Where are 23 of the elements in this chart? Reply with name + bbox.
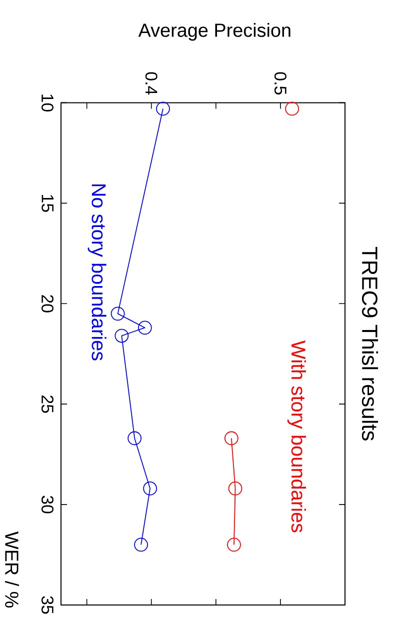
point — [128, 431, 142, 446]
y-tick-label: 25 — [41, 396, 54, 413]
point — [224, 431, 238, 446]
point — [285, 102, 300, 116]
x-tick-label: 0.5 — [274, 72, 286, 94]
point — [156, 102, 170, 116]
y-tick-label: 35 — [41, 596, 54, 614]
y-tick-label: 30 — [41, 496, 54, 514]
x-axis-title: Average Precision — [138, 23, 290, 41]
y-tick-label: 20 — [41, 295, 54, 312]
point — [227, 538, 241, 552]
point — [138, 320, 152, 335]
text: With story boundaries — [287, 340, 306, 532]
y-tick-label: 10 — [41, 94, 54, 112]
x-tick-label: 0.4 — [145, 72, 158, 95]
y-axis-title: WER / % — [5, 532, 19, 608]
text: No story boundaries — [88, 184, 106, 360]
point — [110, 306, 125, 321]
point — [134, 538, 148, 552]
y-tick-label: 15 — [42, 195, 54, 212]
point — [114, 328, 129, 343]
text: TREC9 Thisl results — [362, 246, 378, 440]
point — [143, 482, 158, 496]
